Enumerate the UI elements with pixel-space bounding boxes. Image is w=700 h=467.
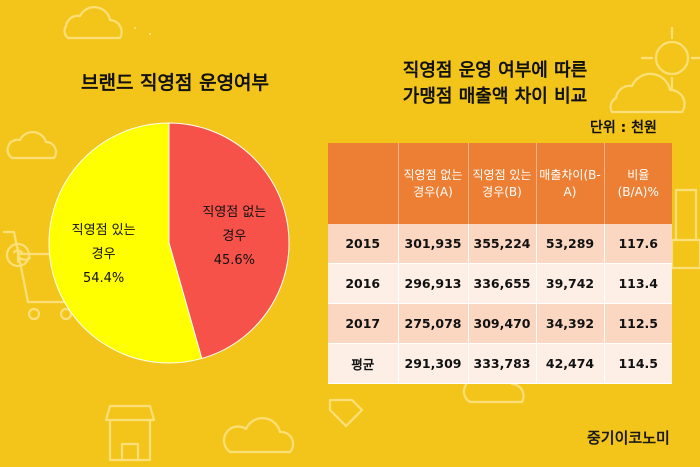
table-title: 직영점 운영 여부에 따른 가맹점 매출액 차이 비교	[360, 58, 630, 110]
table-cell: 112.5	[604, 303, 672, 344]
table-cell: 114.5	[604, 343, 672, 384]
table-cell: 275,078	[398, 303, 469, 344]
table-row: 평균 291,309 333,783 42,474 114.5	[328, 343, 672, 384]
table-cell: 34,392	[536, 303, 605, 344]
shop-icon	[104, 404, 156, 462]
table-cell: 39,742	[536, 263, 605, 304]
table-cell: 355,224	[468, 224, 537, 264]
pie-slice-label: 직영점 있는	[72, 223, 136, 238]
table-cell: 42,474	[536, 343, 605, 384]
column-header: 매출차이(B-A)	[536, 143, 605, 224]
register-icon	[670, 188, 700, 270]
column-header	[328, 143, 399, 224]
table-cell: 113.4	[604, 263, 672, 304]
table-cell: 2016	[328, 263, 399, 304]
table-cell: 333,783	[468, 343, 537, 384]
cloud-icon	[6, 130, 58, 160]
table-cell: 309,470	[468, 303, 537, 344]
table-cell: 2017	[328, 303, 399, 344]
pie-slice	[168, 122, 290, 360]
pie-slice-label: 경우	[92, 247, 116, 262]
sales-comparison-table: 직영점 없는 경우(A) 직영점 있는 경우(B) 매출차이(B-A) 비율 (…	[328, 143, 672, 384]
table-cell: 296,913	[398, 263, 469, 304]
cloud-icon	[609, 72, 686, 114]
pie-chart-title: 브랜드 직영점 운영여부	[80, 72, 270, 94]
publisher-logo: 중기이코노미	[587, 429, 670, 447]
column-header: 직영점 있는 경우(B)	[468, 143, 537, 224]
table-cell: 301,935	[398, 224, 469, 264]
table-cell: 53,289	[536, 224, 605, 264]
table-header-row: 직영점 없는 경우(A) 직영점 있는 경우(B) 매출차이(B-A) 비율 (…	[328, 143, 672, 224]
column-header: 직영점 없는 경우(A)	[398, 143, 469, 224]
pie-value-label: 45.6%	[214, 253, 255, 268]
pie-slice	[48, 122, 203, 364]
table-cell: 평균	[328, 343, 399, 384]
unit-label: 단위 : 천원	[590, 120, 657, 136]
table-title-line2: 가맹점 매출액 차이 비교	[402, 86, 588, 107]
pie-value-label: 54.4%	[83, 271, 124, 286]
cloud-icon	[63, 6, 123, 40]
table-title-line1: 직영점 운영 여부에 따른	[402, 60, 588, 81]
pie-slice-label: 경우	[222, 229, 246, 244]
table-cell: 117.6	[604, 224, 672, 264]
table-row: 2015 301,935 355,224 53,289 117.6	[328, 224, 672, 264]
tag-icon	[328, 398, 364, 428]
column-header: 비율 (B/A)%	[604, 143, 672, 224]
table-cell: 291,309	[398, 343, 469, 384]
table-row: 2017 275,078 309,470 34,392 112.5	[328, 303, 672, 344]
pie-slice-label: 직영점 없는	[202, 205, 266, 220]
table-cell: 2015	[328, 224, 399, 264]
cloud-icon	[222, 417, 295, 454]
table-row: 2016 296,913 336,655 39,742 113.4	[328, 263, 672, 304]
table-cell: 336,655	[468, 263, 537, 304]
